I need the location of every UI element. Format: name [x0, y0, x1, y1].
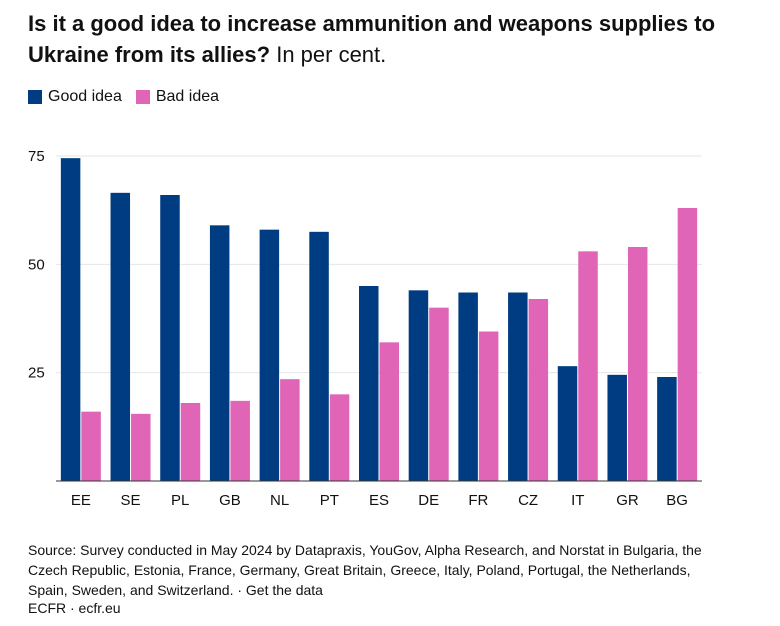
- legend-item-bad: Bad idea: [135, 88, 220, 106]
- bar-good-idea: [607, 374, 627, 481]
- bar-good-idea: [557, 366, 578, 481]
- legend-swatch-good: [28, 90, 42, 104]
- chart-title-question: Is it a good idea to increase ammunition…: [28, 11, 716, 67]
- x-tick-label: GR: [616, 492, 639, 509]
- bar-good-idea: [508, 292, 528, 481]
- y-tick-label: 75: [28, 148, 45, 165]
- bar-bad-idea: [81, 411, 101, 481]
- x-tick-label: FR: [468, 492, 488, 509]
- source-note: Source: Survey conducted in May 2024 by …: [28, 542, 702, 598]
- bar-good-idea: [408, 290, 429, 481]
- x-tick-label: EE: [71, 492, 91, 509]
- bar-good-idea: [657, 377, 677, 481]
- bar-good-idea: [160, 195, 180, 481]
- bar-bad-idea: [230, 400, 250, 481]
- bar-bad-idea: [578, 251, 598, 481]
- x-tick-label: GB: [219, 492, 241, 509]
- credit-line: ECFR · ecfr.eu: [28, 600, 121, 616]
- y-tick-label: 25: [28, 365, 45, 382]
- bar-good-idea: [60, 158, 81, 481]
- bar-good-idea: [458, 292, 478, 481]
- legend: Good idea Bad idea: [28, 88, 233, 106]
- bar-bad-idea: [478, 331, 499, 481]
- x-tick-label: CZ: [518, 492, 538, 509]
- bar-good-idea: [309, 231, 329, 481]
- x-tick-label: BG: [666, 492, 688, 509]
- bar-bad-idea: [528, 299, 549, 481]
- bar-good-idea: [359, 286, 379, 481]
- bar-good-idea: [110, 192, 131, 482]
- bar-bad-idea: [627, 247, 648, 481]
- bar-bad-idea: [429, 307, 449, 481]
- legend-item-good: Good idea: [28, 88, 122, 106]
- bar-bad-idea: [329, 394, 350, 481]
- x-tick-label: PL: [171, 492, 189, 509]
- bar-chart: 25 50 75 EE SE PL GB NL PT ES DE FR CZ IT GR BG: [28, 148, 702, 509]
- y-tick-label: 50: [28, 256, 45, 273]
- legend-swatch-bad: [135, 90, 150, 104]
- chart-title: Is it a good idea to increase ammunition…: [28, 8, 758, 70]
- x-tick-label: IT: [571, 492, 584, 509]
- bar-bad-idea: [180, 403, 201, 481]
- legend-label-good: Good idea: [48, 88, 122, 105]
- bar-bad-idea: [131, 413, 151, 481]
- bar-bad-idea: [379, 342, 399, 481]
- bar-bad-idea: [280, 379, 300, 481]
- x-tick-label: NL: [270, 492, 289, 509]
- bar-bad-idea: [677, 208, 698, 481]
- x-tick-label: DE: [418, 492, 439, 509]
- x-tick-label: SE: [121, 492, 141, 509]
- x-tick-label: ES: [369, 492, 389, 509]
- bar-good-idea: [259, 229, 280, 481]
- chart-title-unit: In per cent.: [270, 42, 387, 67]
- x-tick-label: PT: [320, 492, 339, 509]
- legend-label-bad: Bad idea: [155, 88, 220, 105]
- bar-good-idea: [209, 225, 230, 481]
